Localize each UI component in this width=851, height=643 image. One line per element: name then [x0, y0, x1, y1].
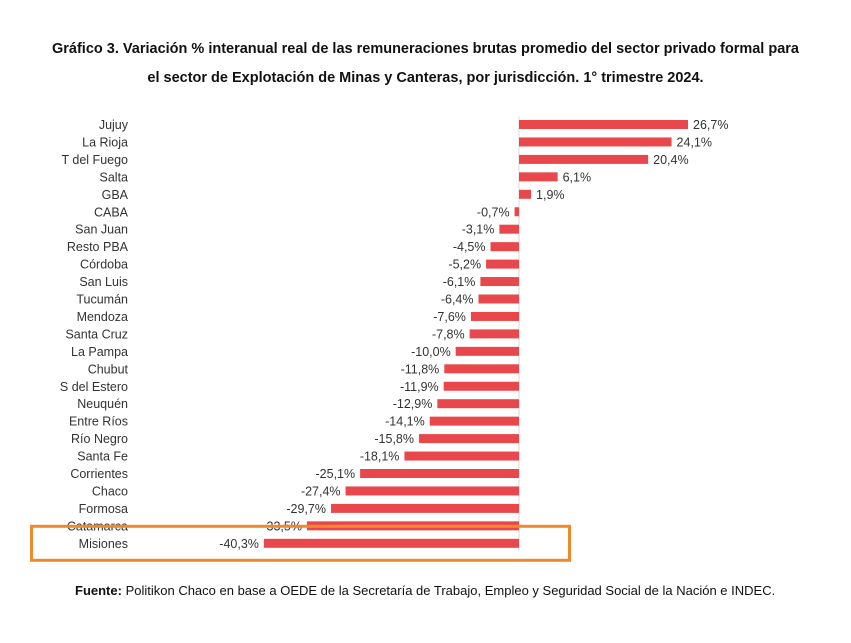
- category-label-6: San Juan: [75, 223, 128, 237]
- source-text: Politikon Chaco en base a OEDE de la Sec…: [121, 583, 776, 598]
- bar-11: [470, 311, 519, 321]
- bar-10: [478, 294, 519, 304]
- category-label-16: Neuquén: [77, 397, 128, 411]
- value-label-21: -27,4%: [301, 484, 341, 498]
- category-label-15: S del Estero: [60, 380, 128, 394]
- bar-22: [330, 503, 519, 513]
- value-label-11: -7,6%: [433, 310, 466, 324]
- bar-12: [469, 329, 519, 339]
- category-label-0: Jujuy: [99, 118, 129, 132]
- bar-2: [519, 154, 649, 164]
- value-label-0: 26,7%: [693, 118, 728, 132]
- bar-9: [480, 277, 519, 287]
- category-label-8: Córdoba: [80, 258, 128, 272]
- bar-1: [519, 137, 672, 147]
- bar-21: [345, 486, 519, 496]
- category-label-19: Santa Fe: [77, 450, 128, 464]
- bar-6: [499, 224, 519, 234]
- value-label-4: 1,9%: [536, 188, 565, 202]
- category-label-10: Tucumán: [76, 293, 128, 307]
- category-label-12: Santa Cruz: [65, 327, 128, 341]
- value-label-24: -40,3%: [219, 537, 259, 551]
- category-label-17: Entre Ríos: [69, 415, 128, 429]
- value-label-16: -12,9%: [393, 397, 433, 411]
- bar-3: [519, 172, 558, 182]
- value-label-9: -6,1%: [443, 275, 476, 289]
- category-label-11: Mendoza: [77, 310, 128, 324]
- value-label-8: -5,2%: [448, 258, 481, 272]
- value-label-13: -10,0%: [411, 345, 451, 359]
- category-label-22: Formosa: [79, 502, 128, 516]
- category-label-14: Chubut: [88, 362, 129, 376]
- chart-subtitle: el sector de Explotación de Minas y Cant…: [147, 70, 704, 86]
- bar-24: [263, 538, 519, 548]
- bar-17: [429, 416, 519, 426]
- bar-8: [486, 259, 519, 269]
- value-label-12: -7,8%: [432, 327, 465, 341]
- category-label-24: Misiones: [79, 537, 128, 551]
- category-label-7: Resto PBA: [67, 240, 129, 254]
- value-label-22: -29,7%: [286, 502, 326, 516]
- value-label-3: 6,1%: [563, 170, 592, 184]
- bar-5: [514, 207, 519, 217]
- value-label-2: 20,4%: [653, 153, 688, 167]
- category-label-5: CABA: [94, 205, 129, 219]
- category-label-21: Chaco: [92, 484, 128, 498]
- category-label-4: GBA: [102, 188, 129, 202]
- category-label-18: Río Negro: [71, 432, 128, 446]
- bar-18: [418, 434, 519, 444]
- category-label-13: La Pampa: [71, 345, 128, 359]
- bar-13: [455, 346, 519, 356]
- value-label-18: -15,8%: [374, 432, 414, 446]
- value-label-5: -0,7%: [477, 205, 510, 219]
- category-label-9: San Luis: [79, 275, 128, 289]
- value-label-17: -14,1%: [385, 415, 425, 429]
- source-label: Fuente:: [75, 583, 122, 598]
- bar-4: [519, 189, 532, 199]
- value-label-14: -11,8%: [401, 362, 440, 376]
- bar-15: [443, 381, 519, 391]
- category-label-2: T del Fuego: [62, 153, 129, 167]
- chart-title: Gráfico 3. Variación % interanual real d…: [51, 41, 799, 57]
- value-label-19: -18,1%: [360, 450, 400, 464]
- value-label-7: -4,5%: [453, 240, 486, 254]
- value-label-15: -11,9%: [400, 380, 439, 394]
- value-label-6: -3,1%: [462, 223, 495, 237]
- highlight-box: [30, 524, 571, 562]
- source-note: Fuente: Politikon Chaco en base a OEDE d…: [75, 583, 775, 598]
- bar-19: [404, 451, 519, 461]
- value-label-1: 24,1%: [677, 135, 712, 149]
- bar-20: [360, 469, 519, 478]
- value-label-10: -6,4%: [441, 293, 474, 307]
- value-label-20: -25,1%: [316, 467, 356, 481]
- bar-14: [444, 364, 519, 374]
- bar-16: [437, 399, 519, 409]
- bar-7: [490, 242, 519, 252]
- bar-0: [519, 120, 689, 129]
- category-label-1: La Rioja: [82, 135, 128, 149]
- category-label-20: Corrientes: [70, 467, 128, 481]
- category-label-3: Salta: [100, 170, 129, 184]
